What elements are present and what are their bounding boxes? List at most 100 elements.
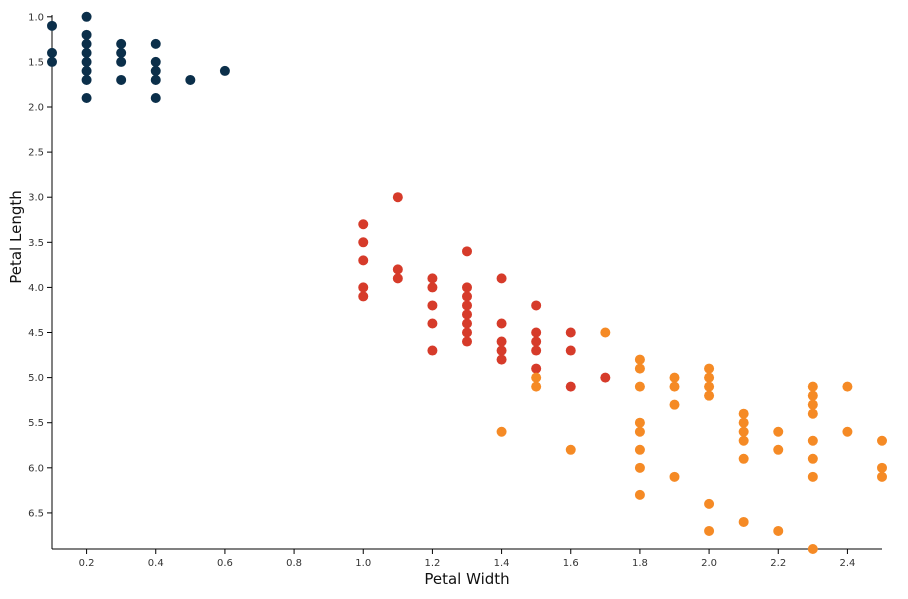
x-tick-label: 1.0	[355, 558, 371, 569]
data-point-series-3	[738, 453, 749, 464]
data-point-series-3	[738, 417, 749, 428]
y-tick-label: 6.0	[28, 463, 44, 474]
y-tick-label: 4.0	[28, 283, 44, 294]
data-point-series-1	[81, 65, 92, 76]
points-layer	[47, 11, 887, 554]
data-point-series-3	[807, 453, 818, 464]
y-tick-label: 2.0	[28, 103, 44, 114]
data-point-series-2	[531, 300, 542, 311]
data-point-series-3	[531, 381, 542, 392]
y-tick-label: 1.0	[28, 12, 44, 23]
data-point-series-2	[565, 327, 576, 338]
data-point-series-3	[634, 489, 645, 500]
data-point-series-2	[427, 345, 438, 356]
x-tick-label: 2.0	[701, 558, 717, 569]
y-tick-label: 1.5	[28, 57, 44, 68]
y-axis-title: Petal Length	[7, 190, 25, 284]
data-point-series-3	[738, 435, 749, 446]
data-point-series-3	[704, 525, 715, 536]
data-point-series-3	[634, 354, 645, 365]
data-point-series-1	[81, 92, 92, 103]
data-point-series-3	[877, 462, 887, 473]
data-point-series-3	[634, 462, 645, 473]
data-point-series-2	[462, 300, 472, 311]
data-point-series-2	[462, 291, 472, 302]
x-axis: 0.2 0.4 0.6 0.8 1.0 1.2 1.4 1.6 1.8 2.0 2.2 2.4	[52, 548, 882, 569]
data-point-series-2	[496, 354, 507, 365]
data-point-series-3	[807, 390, 818, 401]
data-point-series-1	[150, 56, 161, 67]
data-point-series-1	[116, 38, 127, 49]
x-tick-label: 0.2	[79, 558, 95, 569]
data-point-series-3	[877, 471, 887, 482]
data-point-series-2	[531, 345, 542, 356]
data-point-series-2	[427, 282, 438, 293]
x-tick-label: 2.4	[839, 558, 855, 569]
data-point-series-2	[427, 273, 438, 284]
data-point-series-3	[773, 525, 784, 536]
data-point-series-3	[565, 444, 576, 455]
y-tick-label: 3.5	[28, 238, 44, 249]
data-point-series-1	[81, 11, 92, 22]
y-tick-label: 3.0	[28, 193, 44, 204]
data-point-series-3	[773, 444, 784, 455]
data-point-series-1	[47, 20, 57, 31]
x-axis-title: Petal Width	[424, 570, 509, 588]
data-point-series-2	[358, 219, 369, 230]
x-tick-label: 1.2	[424, 558, 440, 569]
data-point-series-2	[531, 336, 542, 347]
data-point-series-3	[634, 417, 645, 428]
data-point-series-2	[427, 318, 438, 329]
y-axis: 1.0 1.5 2.0 2.5 3.0 3.5 4.0 4.5 5.0 5.5 6.0 6.5	[28, 12, 53, 549]
data-point-series-2	[392, 264, 403, 275]
data-point-series-1	[150, 74, 161, 85]
data-point-series-2	[496, 336, 507, 347]
data-point-series-3	[634, 426, 645, 437]
data-point-series-1	[116, 47, 127, 58]
data-point-series-2	[531, 327, 542, 338]
data-point-series-3	[807, 471, 818, 482]
data-point-series-1	[47, 47, 57, 58]
data-point-series-2	[565, 345, 576, 356]
data-point-series-1	[116, 56, 127, 67]
data-point-series-3	[738, 426, 749, 437]
data-point-series-2	[600, 372, 611, 383]
data-point-series-3	[807, 435, 818, 446]
data-point-series-3	[496, 426, 507, 437]
x-tick-label: 0.4	[148, 558, 164, 569]
data-point-series-1	[116, 74, 127, 85]
data-point-series-3	[634, 363, 645, 374]
x-tick-label: 1.4	[494, 558, 510, 569]
data-point-series-1	[81, 56, 92, 67]
data-point-series-2	[462, 318, 472, 329]
data-point-series-1	[150, 92, 161, 103]
data-point-series-2	[531, 363, 542, 374]
y-tick-label: 5.0	[28, 373, 44, 384]
data-point-series-3	[842, 381, 853, 392]
data-point-series-1	[81, 38, 92, 49]
data-point-series-3	[773, 426, 784, 437]
data-point-series-3	[704, 390, 715, 401]
data-point-series-3	[531, 372, 542, 383]
data-point-series-1	[81, 29, 92, 40]
data-point-series-3	[738, 516, 749, 527]
data-point-series-3	[704, 381, 715, 392]
data-point-series-2	[358, 282, 369, 293]
data-point-series-1	[219, 65, 230, 76]
data-point-series-1	[150, 65, 161, 76]
data-point-series-2	[496, 273, 507, 284]
data-point-series-3	[807, 544, 818, 554]
y-tick-label: 4.5	[28, 328, 44, 339]
data-point-series-2	[358, 237, 369, 248]
data-point-series-2	[358, 255, 369, 266]
x-tick-label: 0.6	[217, 558, 233, 569]
data-point-series-2	[496, 345, 507, 356]
data-point-series-3	[634, 444, 645, 455]
data-point-series-2	[462, 327, 472, 338]
data-point-series-3	[669, 471, 680, 482]
data-point-series-3	[669, 381, 680, 392]
data-point-series-2	[496, 318, 507, 329]
data-point-series-3	[807, 381, 818, 392]
data-point-series-3	[634, 381, 645, 392]
data-point-series-2	[392, 192, 403, 203]
